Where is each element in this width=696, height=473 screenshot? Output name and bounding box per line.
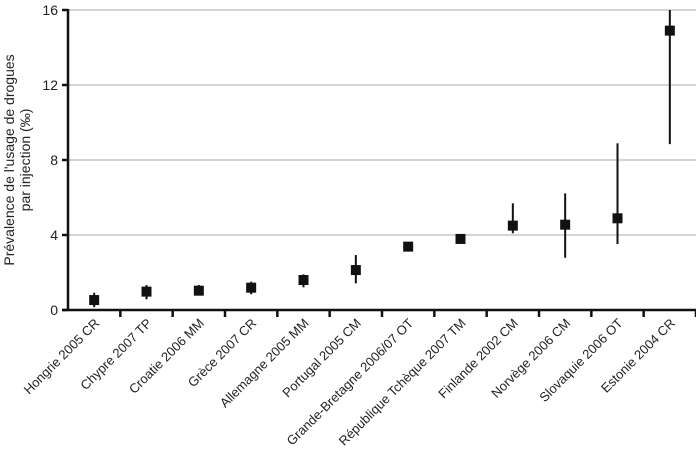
y-tick-label: 12	[42, 77, 58, 93]
data-point-marker	[193, 285, 204, 296]
data-point-marker	[350, 265, 361, 276]
data-point-marker	[298, 275, 309, 285]
data-point-marker	[664, 25, 675, 36]
data-point-marker	[141, 286, 152, 297]
data-point-marker	[403, 241, 414, 252]
data-point-marker	[89, 295, 100, 306]
data-point-marker	[455, 233, 466, 244]
data-point-marker	[560, 219, 571, 230]
data-points	[89, 10, 675, 308]
data-point-marker	[246, 282, 257, 293]
y-axis-label-line1: Prévalence de l'usage de drogues	[1, 54, 17, 265]
data-point-marker	[612, 213, 623, 224]
data-point-marker	[507, 220, 518, 231]
x-tick-label: Allemagne 2005 MM	[217, 316, 312, 411]
y-tick-label: 8	[50, 152, 58, 168]
y-axis-ticks: 0 4 8 12 16	[42, 2, 68, 318]
gridlines	[68, 9, 696, 236]
y-axis-label-line2: par injection (‰)	[17, 109, 33, 212]
y-tick-label: 4	[50, 227, 58, 243]
y-tick-label: 0	[50, 302, 58, 318]
y-tick-label: 16	[42, 2, 58, 18]
